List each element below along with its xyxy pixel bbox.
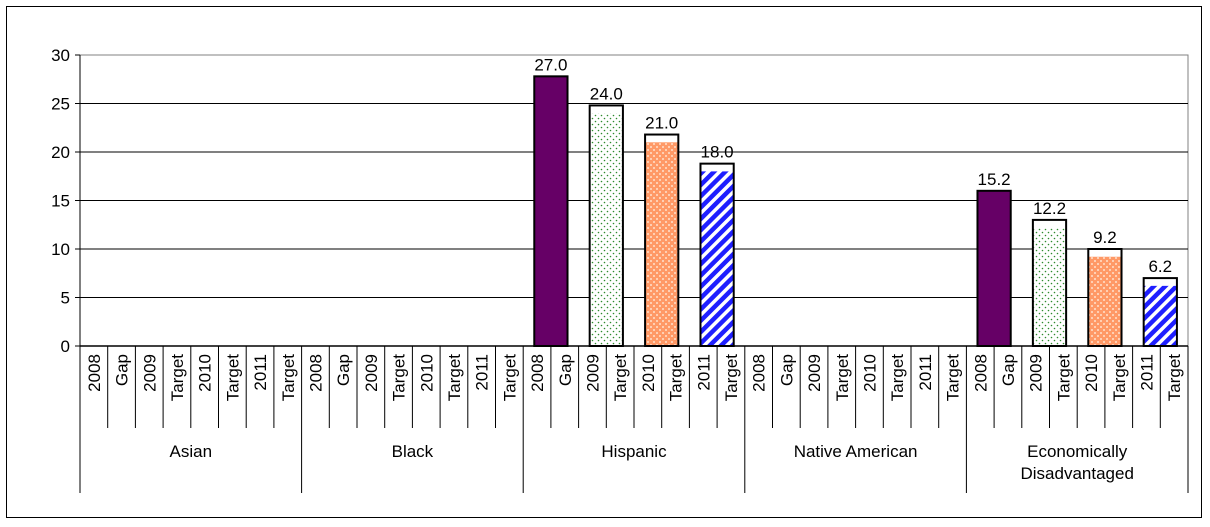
x-tick-label: Target xyxy=(390,354,409,402)
x-tick-label: 2009 xyxy=(1027,354,1046,392)
data-label: 27.0 xyxy=(534,55,567,74)
x-tick-label: 2008 xyxy=(528,354,547,392)
y-tick-label: 5 xyxy=(61,289,70,308)
data-label: 12.2 xyxy=(1033,199,1066,218)
group-label: Black xyxy=(392,442,434,461)
x-tick-label: Target xyxy=(500,354,519,402)
y-tick-label: 10 xyxy=(51,240,70,259)
x-tick-label: Gap xyxy=(999,354,1018,386)
x-tick-label: 2009 xyxy=(140,354,159,392)
data-label: 18.0 xyxy=(701,143,734,162)
x-tick-label: 2008 xyxy=(306,354,325,392)
x-tick-label: 2010 xyxy=(860,354,879,392)
y-tick-label: 0 xyxy=(61,337,70,356)
y-tick-label: 30 xyxy=(51,46,70,65)
x-axis: 2008 Gap 2009 Target 2010 Target 2011 Target Asi… xyxy=(79,345,1189,493)
group-label: Disadvantaged xyxy=(1020,464,1133,483)
x-tick-label: 2011 xyxy=(251,354,270,391)
x-tick-label: 2008 xyxy=(971,354,990,392)
y-tick-label: 20 xyxy=(51,143,70,162)
x-tick-label: 2010 xyxy=(1082,354,1101,392)
bar-fill xyxy=(589,113,623,346)
x-tick-label: Target xyxy=(667,354,686,402)
x-tick-label: 2011 xyxy=(1137,354,1156,391)
x-tick-label: 2010 xyxy=(196,354,215,392)
bar-fill xyxy=(700,171,734,346)
x-tick-label: 2009 xyxy=(805,354,824,392)
bar xyxy=(976,189,1012,347)
x-tick-label: 2009 xyxy=(583,354,602,392)
group-label: Asian xyxy=(170,442,213,461)
data-label: 15.2 xyxy=(978,170,1011,189)
y-tick-label: 25 xyxy=(51,95,70,114)
bar-fill xyxy=(645,142,679,346)
data-label: 21.0 xyxy=(645,114,678,133)
x-tick-label: Target xyxy=(1110,354,1129,402)
x-tick-label: Target xyxy=(944,354,963,402)
data-label: 9.2 xyxy=(1093,228,1117,247)
x-tick-label: 2011 xyxy=(473,354,492,391)
x-tick-label: Target xyxy=(1054,354,1073,402)
x-tick-label: Target xyxy=(168,354,187,402)
x-tick-label: 2010 xyxy=(639,354,658,392)
x-tick-label: Target xyxy=(223,354,242,402)
x-tick-label: Target xyxy=(611,354,630,402)
bar xyxy=(533,75,569,347)
y-tick-label: 15 xyxy=(51,192,70,211)
x-tick-label: Target xyxy=(722,354,741,402)
x-tick-label: Target xyxy=(1165,354,1184,402)
x-tick-label: Gap xyxy=(777,354,796,386)
group-label: Native American xyxy=(794,442,918,461)
x-tick-label: 2010 xyxy=(417,354,436,392)
x-tick-label: 2009 xyxy=(362,354,381,392)
x-tick-label: Target xyxy=(833,354,852,402)
x-tick-label: Target xyxy=(279,354,298,402)
x-tick-label: 2008 xyxy=(85,354,104,392)
group-label: Hispanic xyxy=(601,442,667,461)
gridlines xyxy=(79,54,1189,347)
y-axis: 0 5 10 15 20 25 30 xyxy=(51,46,81,356)
bar-fill xyxy=(1032,227,1067,346)
bar-fill xyxy=(1143,285,1177,346)
data-label: 6.2 xyxy=(1148,257,1172,276)
data-label: 24.0 xyxy=(590,84,623,103)
x-tick-label: Gap xyxy=(334,354,353,386)
x-tick-label: Gap xyxy=(113,354,132,386)
x-tick-label: 2011 xyxy=(916,354,935,391)
group-label: Economically xyxy=(1027,442,1128,461)
x-tick-label: 2008 xyxy=(750,354,769,392)
x-tick-label: Target xyxy=(445,354,464,402)
x-tick-label: Target xyxy=(888,354,907,402)
x-tick-label: 2011 xyxy=(694,354,713,391)
bars: 27.0 24.0 21.0 18.0 15.2 12.2 9.2 6.2 xyxy=(533,55,1178,348)
bar-fill xyxy=(1088,256,1122,346)
x-tick-label: Gap xyxy=(556,354,575,386)
